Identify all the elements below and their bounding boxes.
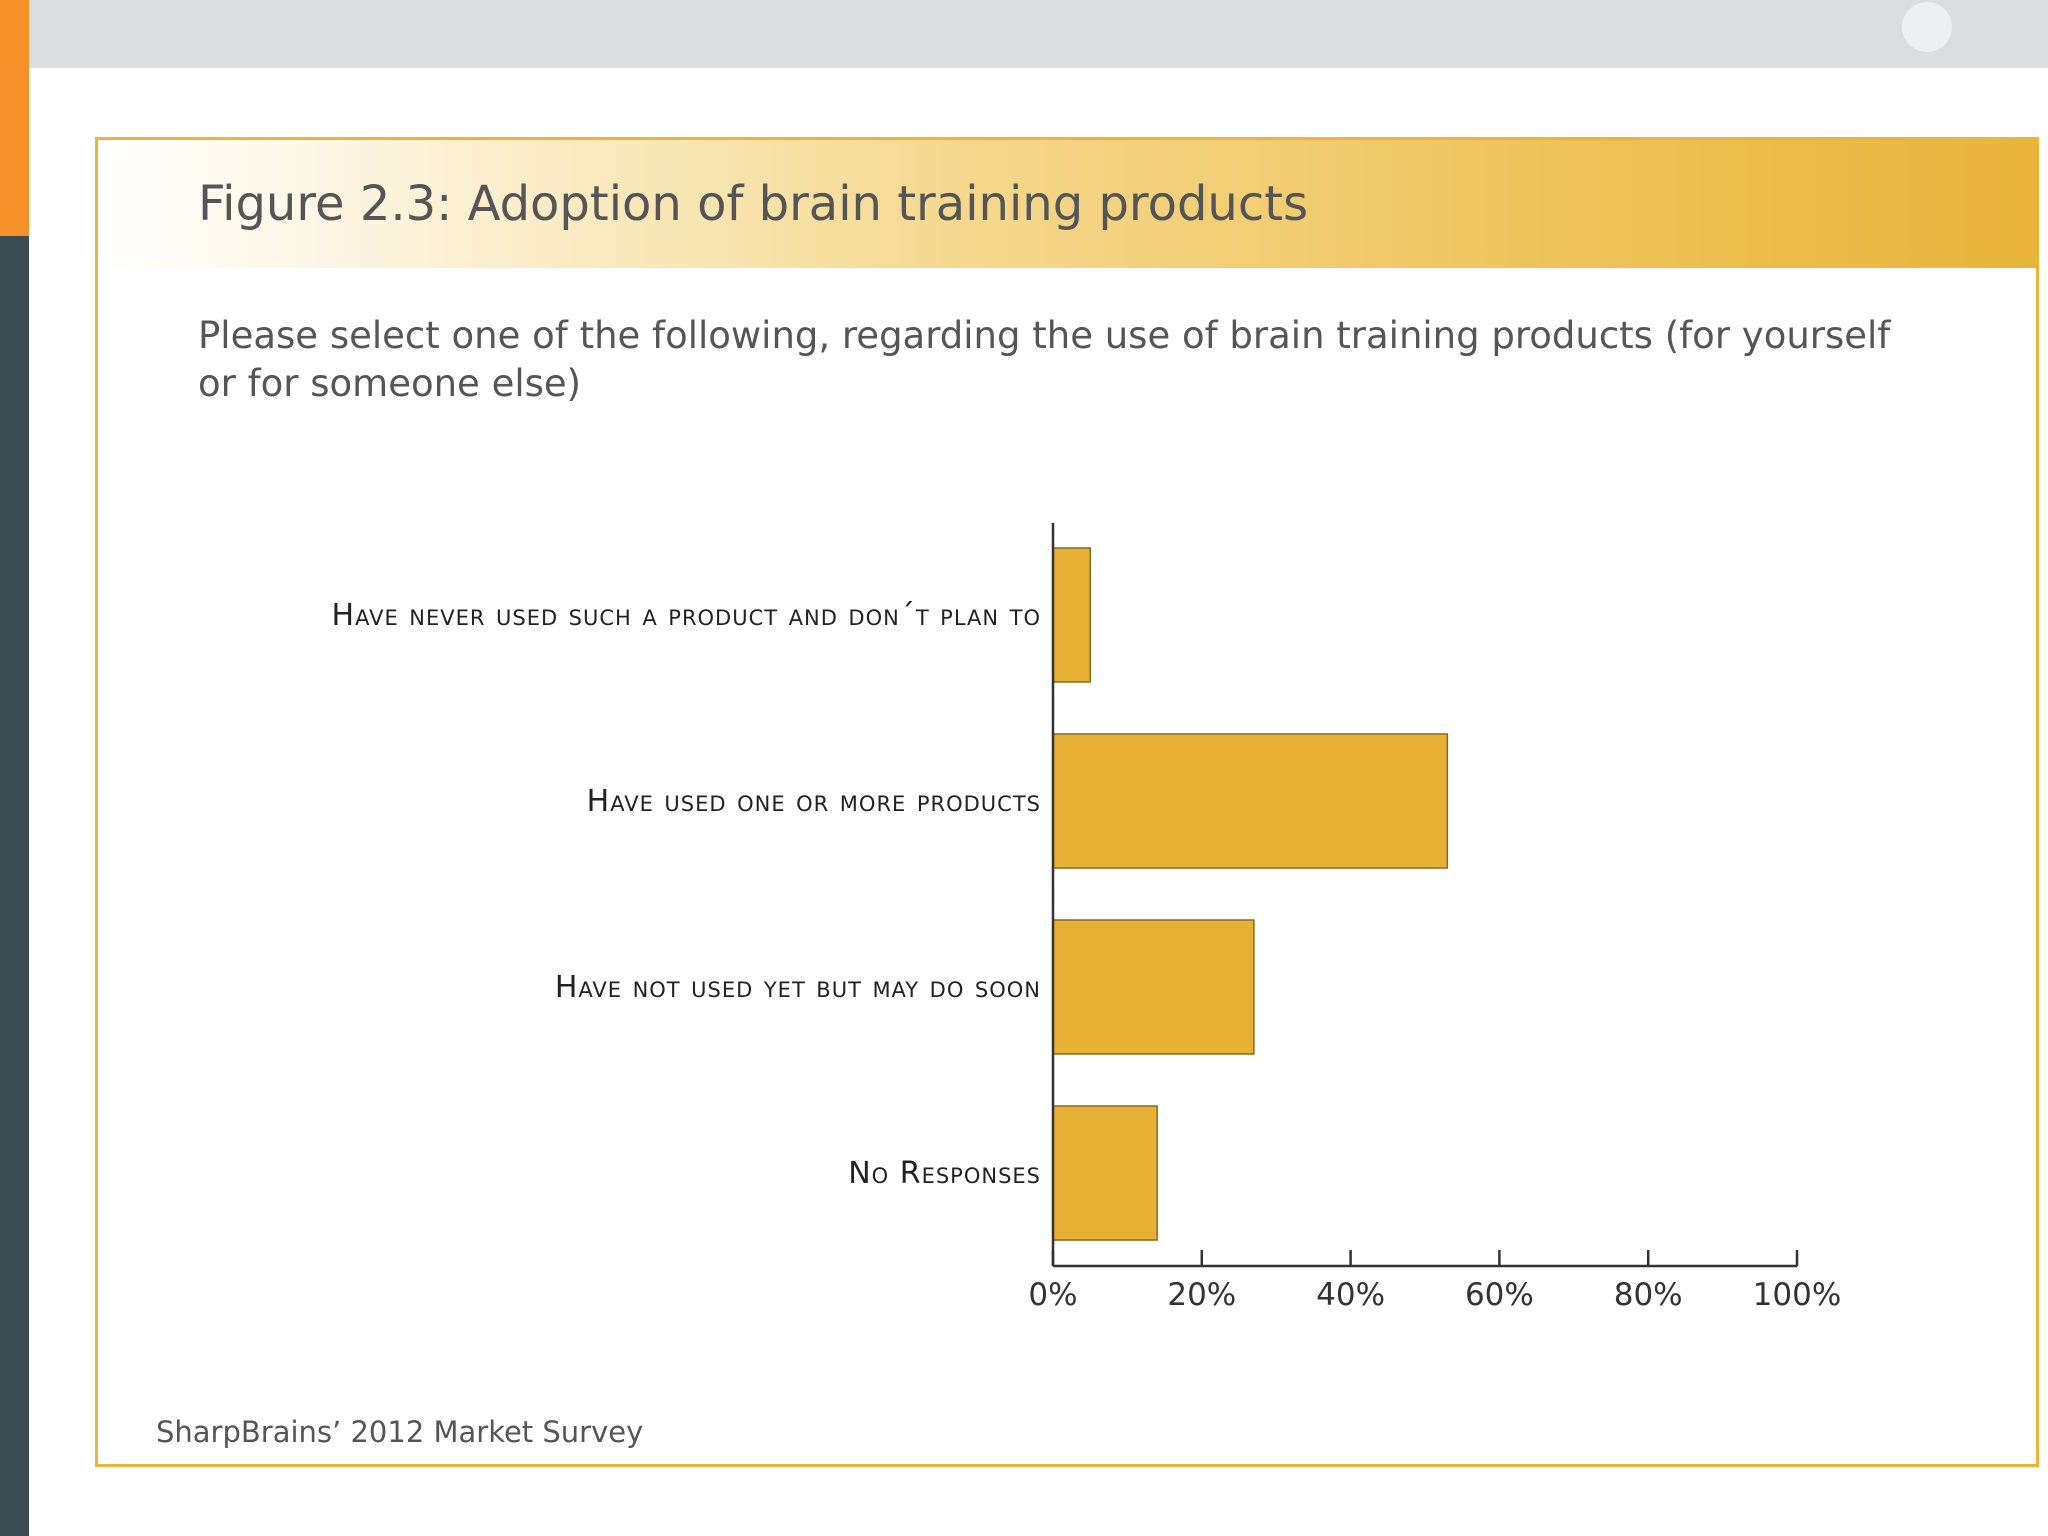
category-label-2: Have used one or more products: [587, 784, 1041, 819]
x-tick-label-4: 60%: [1465, 1277, 1534, 1313]
x-tick-label-1: 0%: [1028, 1277, 1077, 1313]
bar-1: [1052, 547, 1091, 683]
figure-question: Please select one of the following, rega…: [198, 314, 1891, 405]
x-tick-label-6: 100%: [1753, 1277, 1842, 1313]
bar-2: [1052, 733, 1449, 869]
figure-source: SharpBrains’ 2012 Market Survey: [156, 1415, 644, 1449]
left-sidebar-strip: [0, 236, 29, 1536]
figure-title: Figure 2.3: Adoption of brain training p…: [198, 176, 1309, 232]
x-tick-label-5: 80%: [1614, 1277, 1683, 1313]
category-label-3: Have not used yet but may do soon: [555, 970, 1041, 1005]
category-label-1: Have never used such a product and don´t…: [332, 598, 1041, 633]
bar-3: [1052, 919, 1255, 1055]
x-tick-label-2: 20%: [1167, 1277, 1236, 1313]
figure-header: Figure 2.3: Adoption of brain training p…: [98, 140, 2036, 268]
x-tick-label-3: 40%: [1316, 1277, 1385, 1313]
left-accent-bar: [0, 0, 29, 236]
circle-icon: [1902, 2, 1952, 52]
category-label-4: No Responses: [848, 1156, 1041, 1191]
top-bar: [0, 0, 2048, 68]
bar-4: [1052, 1105, 1158, 1241]
